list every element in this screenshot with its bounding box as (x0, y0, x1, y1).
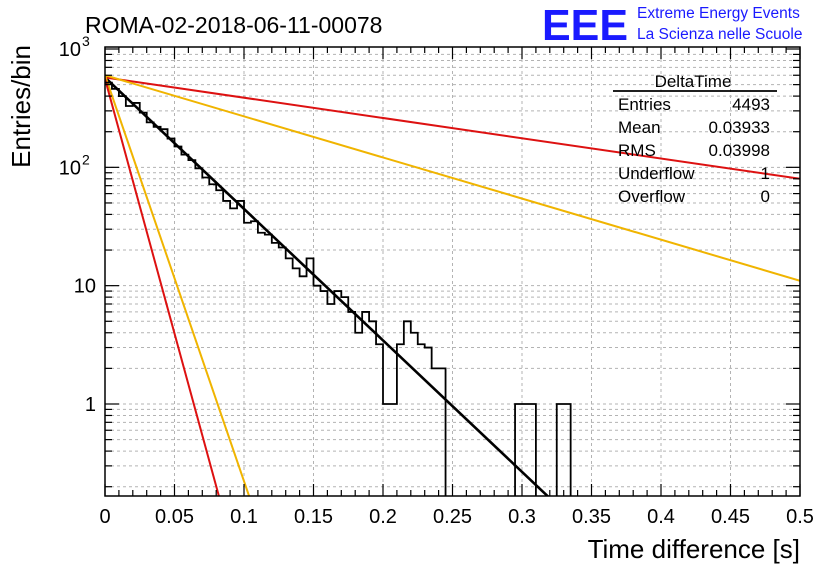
eee-logo-line2: La Scienza nelle Scuole (637, 26, 802, 43)
stats-row-label: Mean (618, 118, 661, 137)
x-tick-label: 0.15 (294, 506, 333, 528)
axis-ticks (104, 47, 801, 496)
x-tick-labels: 0 0.05 0.1 0.15 0.2 0.25 0.3 0.35 0.4 0.45 0.5 (99, 506, 813, 528)
x-tick-label: 0.5 (786, 506, 814, 528)
y-tick-label: 10 (74, 276, 96, 298)
y-tick-label-base: 10 (59, 39, 81, 61)
histogram (105, 81, 572, 496)
stats-box-title: DeltaTime (655, 72, 732, 91)
stats-row-label: Overflow (618, 187, 686, 206)
stats-row-value: 4493 (732, 95, 770, 114)
x-tick-label: 0.2 (369, 506, 397, 528)
x-tick-label: 0.25 (433, 506, 472, 528)
y-tick-label-exponent: 3 (82, 33, 90, 49)
x-tick-label: 0.35 (572, 506, 611, 528)
stats-row-value: 1 (761, 164, 770, 183)
fit-line-1 (105, 76, 550, 496)
eee-logo: EEE Extreme Energy Events La Scienza nel… (542, 1, 802, 50)
y-tick-label-exponent: 2 (82, 151, 90, 167)
fit-line-3 (105, 74, 800, 282)
x-tick-label: 0.3 (508, 506, 536, 528)
x-axis-label: Time difference [s] (588, 534, 800, 564)
fit-line-2 (105, 76, 800, 180)
stats-row-value: 0 (761, 187, 770, 206)
grid (105, 47, 800, 496)
eee-logo-mark: EEE (542, 1, 628, 50)
stats-row-value: 0.03998 (709, 141, 770, 160)
stats-row-value: 0.03933 (709, 118, 770, 137)
x-tick-label: 0.05 (155, 506, 194, 528)
x-tick-label: 0 (99, 506, 110, 528)
y-tick-label-base: 10 (59, 157, 81, 179)
stats-row-label: Entries (618, 95, 671, 114)
fit-lines (105, 74, 800, 496)
eee-logo-line1: Extreme Energy Events (637, 5, 800, 22)
y-axis-label: Entries/bin (6, 45, 36, 168)
x-tick-label: 0.1 (230, 506, 258, 528)
fit-line-5 (105, 78, 220, 496)
x-tick-label: 0.45 (711, 506, 750, 528)
stats-row-label: Underflow (618, 164, 695, 183)
stats-row-label: RMS (618, 141, 656, 160)
y-tick-label: 1 (85, 394, 96, 416)
x-tick-label: 0.4 (647, 506, 675, 528)
stats-box: DeltaTime Entries 4493 Mean 0.03933 RMS 0.039… (613, 72, 777, 206)
fit-line-4 (105, 74, 251, 496)
chart-title: ROMA-02-2018-06-11-00078 (85, 12, 382, 38)
